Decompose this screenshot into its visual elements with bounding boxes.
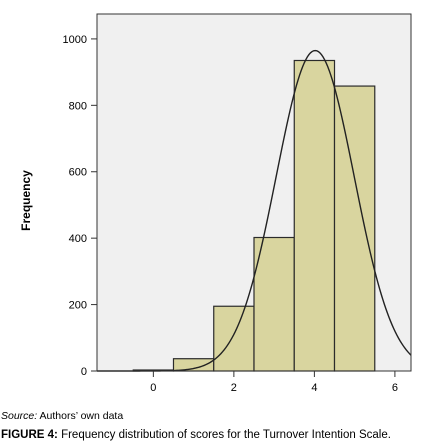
y-tick-label-400: 400 (69, 233, 87, 245)
y-tick-label-800: 800 (69, 100, 87, 112)
x-tick-label-2: 2 (231, 382, 237, 394)
y-tick-label-1000: 1000 (63, 34, 87, 46)
caption-text: Frequency distribution of scores for the… (61, 429, 391, 441)
x-axis: 0 2 4 6 (150, 371, 398, 394)
histogram-bar-4 (293, 59, 336, 372)
x-tick-label-4: 4 (311, 382, 317, 394)
histogram-chart: 0 200 400 600 800 1000 0 2 4 6 Frequency (19, 13, 412, 394)
y-tick-label-600: 600 (69, 167, 87, 179)
histogram-bar-3 (253, 236, 295, 372)
figure-caption: FIGURE 4: Frequency distribution of scor… (1, 429, 391, 441)
source-label: Source: (1, 410, 38, 422)
plot-frame (96, 13, 412, 372)
y-tick-label-0: 0 (81, 366, 87, 378)
y-tick-label-200: 200 (69, 300, 87, 312)
bars-layer (132, 59, 376, 372)
histogram-bar-2 (213, 305, 255, 372)
source-text: Authors’ own data (39, 410, 124, 422)
histogram-bar-5 (333, 85, 376, 372)
caption-label: FIGURE 4: (1, 429, 58, 441)
x-tick-label-6: 6 (392, 382, 398, 394)
x-tick-label-0: 0 (150, 382, 156, 394)
y-axis-label: Frequency (19, 170, 33, 231)
source-note: Source: Authors’ own data (1, 410, 123, 422)
chart-svg: 0 200 400 600 800 1000 0 2 4 6 Frequency (19, 13, 412, 394)
y-axis: 0 200 400 600 800 1000 (63, 34, 97, 378)
